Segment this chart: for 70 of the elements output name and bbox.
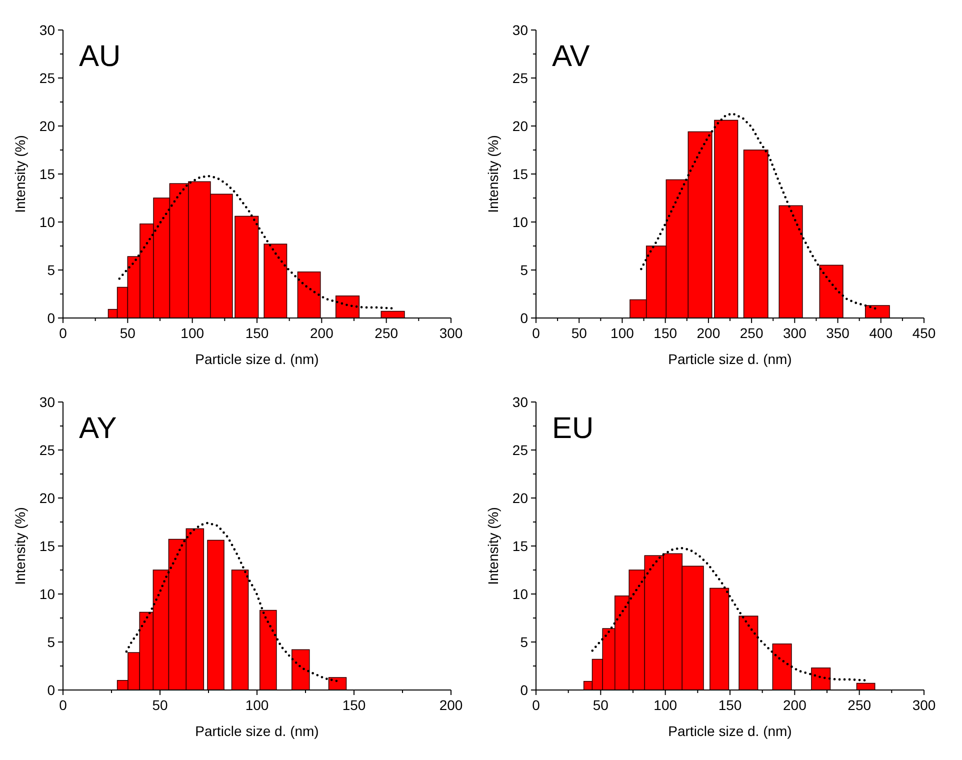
x-tick-label: 250 — [848, 697, 872, 713]
x-tick-label: 200 — [310, 325, 334, 341]
y-tick-label: 10 — [39, 214, 56, 230]
x-tick-label: 200 — [782, 697, 807, 713]
chart-title: AV — [552, 40, 590, 73]
x-tick-label: 0 — [59, 697, 68, 713]
x-tick-label: 350 — [826, 325, 850, 341]
y-tick-label: 15 — [39, 538, 56, 554]
x-tick-label: 200 — [696, 325, 720, 341]
x-tick-label: 450 — [912, 325, 936, 341]
y-tick-label: 20 — [39, 118, 56, 134]
x-axis-title: Particle size d. (nm) — [195, 351, 319, 367]
x-tick-label: 250 — [740, 325, 764, 341]
x-axis-title: Particle size d. (nm) — [195, 723, 319, 739]
y-tick-label: 30 — [512, 22, 528, 38]
x-tick-label: 300 — [912, 697, 936, 713]
x-tick-label: 100 — [654, 697, 678, 713]
x-tick-label: 50 — [120, 325, 136, 341]
y-tick-label: 30 — [39, 22, 56, 38]
x-tick-label: 150 — [718, 697, 742, 713]
line-series — [118, 174, 395, 310]
y-tick-label: 15 — [512, 166, 528, 182]
y-tick-label: 30 — [512, 394, 528, 410]
x-tick-label: 200 — [439, 697, 463, 713]
x-tick-label: 0 — [59, 325, 68, 341]
x-tick-label: 50 — [571, 325, 588, 341]
y-tick-label: 20 — [512, 490, 528, 506]
x-tick-label: 300 — [439, 325, 463, 341]
x-tick-label: 300 — [782, 325, 807, 341]
y-tick-label: 30 — [39, 394, 56, 410]
x-tick-label: 100 — [610, 325, 634, 341]
x-tick-label: 50 — [152, 697, 168, 713]
x-tick-label: 250 — [374, 325, 398, 341]
y-tick-label: 0 — [47, 310, 56, 326]
x-tick-label: 0 — [532, 697, 540, 713]
y-tick-label: 10 — [512, 586, 528, 602]
y-axis-title: Intensity (%) — [485, 507, 501, 585]
y-tick-label: 15 — [39, 166, 56, 182]
y-tick-label: 0 — [520, 682, 528, 698]
x-tick-label: 0 — [532, 325, 540, 341]
x-tick-label: 150 — [342, 697, 366, 713]
x-tick-label: 400 — [869, 325, 893, 341]
chart-title: AU — [79, 40, 121, 73]
x-tick-label: 150 — [654, 325, 678, 341]
y-tick-label: 25 — [39, 442, 56, 458]
y-tick-label: 0 — [520, 310, 528, 326]
x-axis-title: Particle size d. (nm) — [668, 723, 792, 739]
y-tick-label: 20 — [512, 118, 528, 134]
y-tick-label: 20 — [39, 490, 56, 506]
x-tick-label: 100 — [245, 697, 269, 713]
y-tick-label: 25 — [512, 70, 528, 86]
x-tick-label: 150 — [245, 325, 269, 341]
chart-title: AY — [79, 412, 117, 445]
x-tick-label: 100 — [180, 325, 204, 341]
y-axis-title: Intensity (%) — [12, 135, 28, 213]
y-tick-label: 0 — [47, 682, 56, 698]
y-tick-label: 5 — [47, 262, 56, 278]
y-tick-label: 5 — [520, 262, 528, 278]
y-tick-label: 5 — [47, 634, 56, 650]
y-tick-label: 5 — [520, 634, 528, 650]
y-tick-label: 25 — [512, 442, 528, 458]
y-tick-label: 25 — [39, 70, 56, 86]
y-tick-label: 10 — [39, 586, 56, 602]
y-axis-title: Intensity (%) — [12, 507, 28, 585]
x-axis-title: Particle size d. (nm) — [668, 351, 792, 367]
chart-title: EU — [552, 412, 594, 445]
y-axis-title: Intensity (%) — [485, 135, 501, 213]
y-tick-label: 10 — [512, 214, 528, 230]
y-tick-label: 15 — [512, 538, 528, 554]
x-tick-label: 50 — [592, 697, 609, 713]
